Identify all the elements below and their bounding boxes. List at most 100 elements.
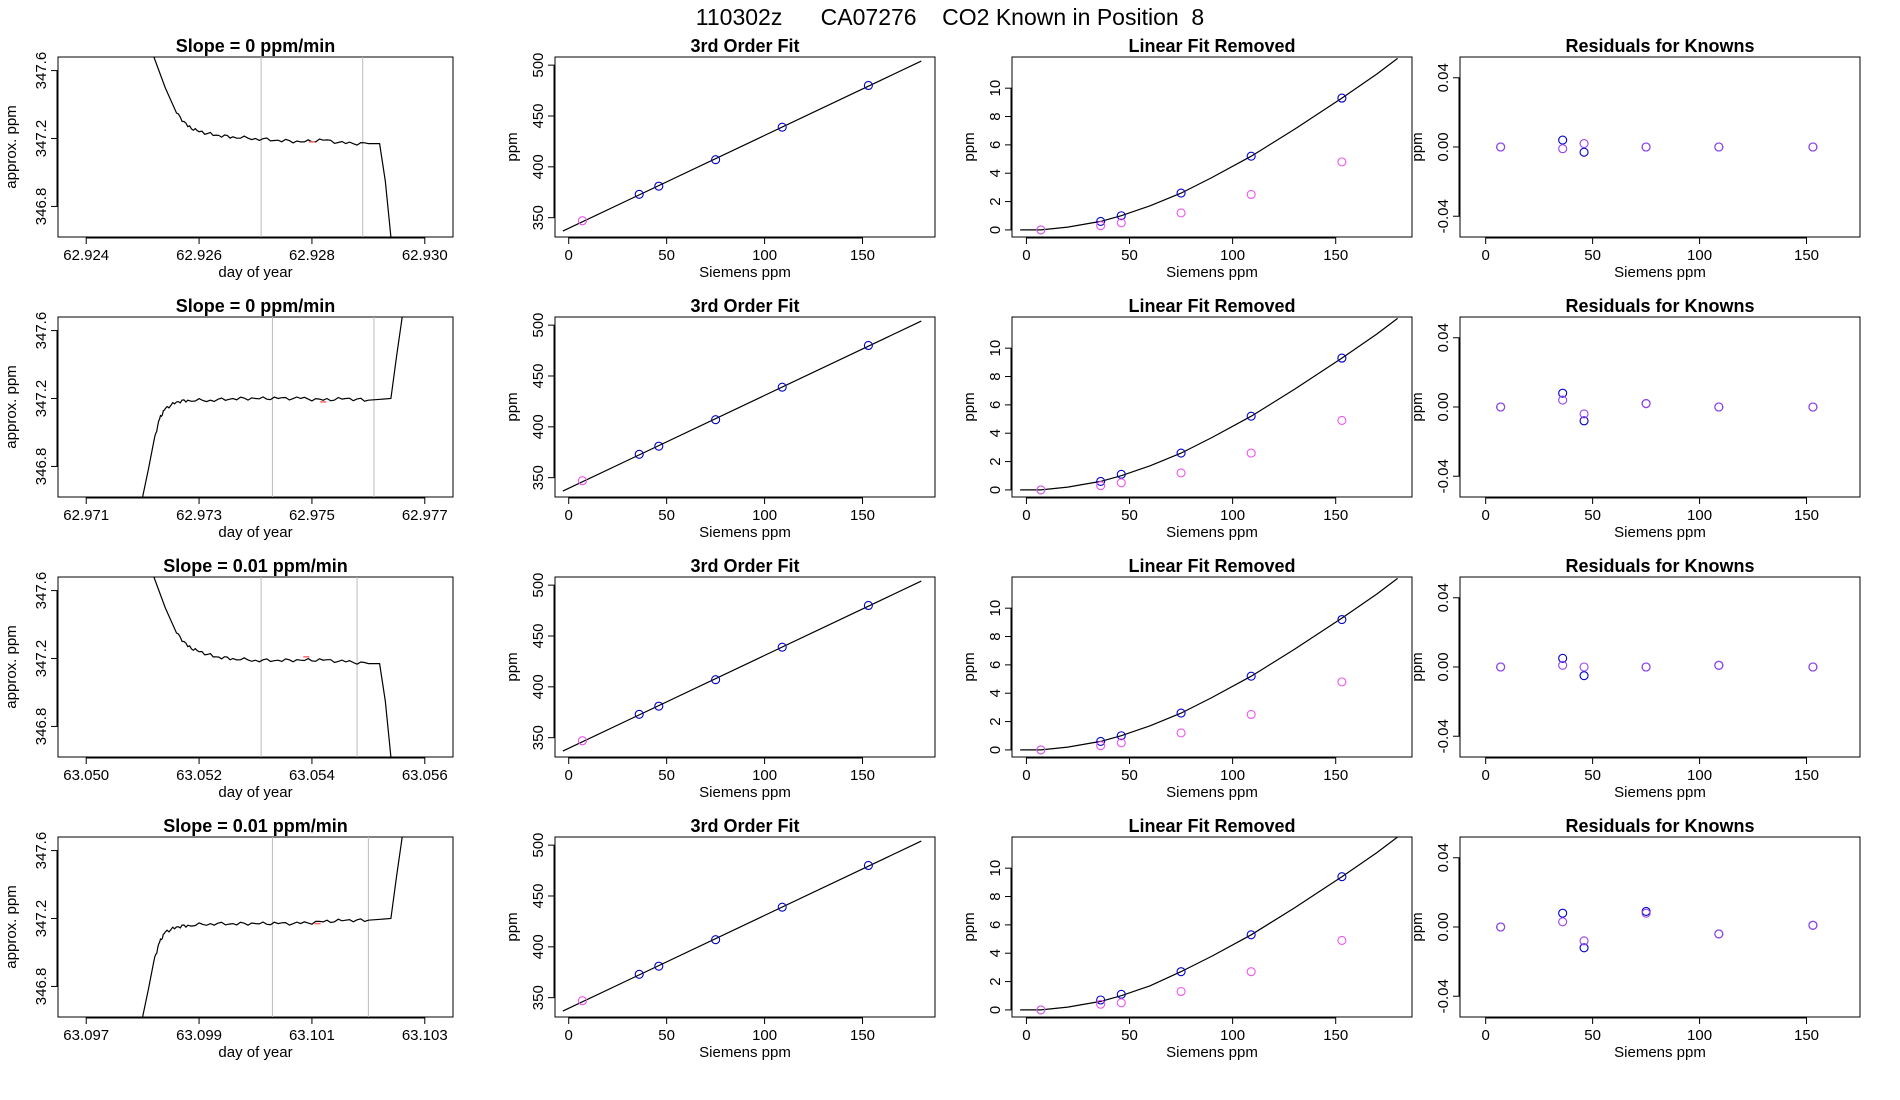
y-tick-label: 0 xyxy=(987,486,1004,494)
chart-panel-r0-c1: 3rd Order Fit 0 50 100 150 Siemens ppm 350 400 4… xyxy=(504,36,936,281)
y-axis-label: ppm xyxy=(1409,912,1426,941)
data-series-line xyxy=(142,317,403,497)
plot-area xyxy=(562,840,922,1012)
x-tick-label: 100 xyxy=(752,1027,777,1044)
x-tick-label: 100 xyxy=(752,507,777,524)
y-tick-label: 346.8 xyxy=(33,708,50,746)
y-tick-label: 400 xyxy=(530,674,547,699)
data-point xyxy=(1176,188,1186,198)
x-tick-label: 150 xyxy=(1794,1027,1819,1044)
x-tick-label: 150 xyxy=(1323,767,1348,784)
data-point xyxy=(1246,448,1256,458)
chart-title: Linear Fit Removed xyxy=(1128,816,1295,836)
chart-title: Linear Fit Removed xyxy=(1128,556,1295,576)
y-tick-label: 6 xyxy=(987,921,1004,929)
data-series-line xyxy=(153,577,392,757)
y-axis-label: ppm xyxy=(1409,132,1426,161)
data-point xyxy=(1176,967,1186,977)
data-point xyxy=(1808,920,1818,930)
x-axis-label: Siemens ppm xyxy=(1166,264,1258,281)
x-tick-label: 150 xyxy=(1794,247,1819,264)
x-axis-label: day of year xyxy=(218,524,292,541)
data-point xyxy=(1808,402,1818,412)
y-tick-label: 346.8 xyxy=(33,968,50,1006)
data-point xyxy=(1337,614,1347,625)
page-title: 110302z CA07276 CO2 Known in Position 8 xyxy=(695,4,1205,30)
data-point xyxy=(1714,142,1724,152)
plot-frame xyxy=(1011,836,1413,1018)
data-point xyxy=(1496,402,1506,412)
y-tick-label: 346.8 xyxy=(33,188,50,226)
plot-frame xyxy=(1011,576,1413,758)
y-axis-label: ppm xyxy=(961,912,978,941)
chart-panel-r2-c2: Linear Fit Removed 0 50 100 150 Siemens ppm 0 2… xyxy=(961,556,1413,801)
plot-area xyxy=(153,577,392,757)
y-axis-label: ppm xyxy=(504,652,521,681)
data-point xyxy=(1337,677,1347,687)
plot-frame xyxy=(57,316,454,498)
data-point xyxy=(1116,731,1126,741)
x-tick-label: 0 xyxy=(565,767,573,784)
x-tick-label: 100 xyxy=(1220,247,1245,264)
data-point xyxy=(1096,999,1106,1009)
y-tick-label: 400 xyxy=(530,154,547,179)
data-point xyxy=(1579,416,1589,426)
x-tick-label: 63.056 xyxy=(402,767,448,784)
y-axis-label: ppm xyxy=(1409,652,1426,681)
data-point xyxy=(577,996,587,1006)
data-point xyxy=(1337,93,1347,103)
data-point xyxy=(577,476,587,486)
y-tick-label: 0 xyxy=(987,226,1004,234)
chart-title: Linear Fit Removed xyxy=(1128,296,1295,316)
plot-frame xyxy=(554,836,936,1018)
y-tick-label: 0.00 xyxy=(1435,652,1452,681)
chart-panel-r0-c0: Slope = 0 ppm/min 62.924 62.926 62.928 62.93… xyxy=(3,36,454,281)
data-point xyxy=(654,961,664,971)
chart-panel-r1-c3: Residuals for Knowns 0 50 100 150 Siemens ppm… xyxy=(1409,296,1861,541)
y-tick-label: 0.00 xyxy=(1435,912,1452,941)
y-axis-label: ppm xyxy=(504,912,521,941)
x-tick-label: 50 xyxy=(1121,247,1138,264)
chart-title: Residuals for Knowns xyxy=(1565,36,1754,56)
fit-curve xyxy=(1020,837,1398,1011)
data-point xyxy=(711,155,721,165)
chart-title: Slope = 0 ppm/min xyxy=(176,296,336,316)
data-point xyxy=(1176,448,1186,458)
fit-curve xyxy=(1020,57,1398,231)
plot-area xyxy=(153,57,392,237)
chart-title: 3rd Order Fit xyxy=(690,556,799,576)
x-tick-label: 100 xyxy=(1220,507,1245,524)
y-tick-label: 0 xyxy=(987,746,1004,754)
data-point xyxy=(1116,998,1126,1008)
chart-panel-r0-c3: Residuals for Knowns 0 50 100 150 Siemens ppm… xyxy=(1409,36,1861,281)
y-axis-label: approx. ppm xyxy=(3,625,20,708)
data-point xyxy=(711,935,721,945)
plot-area xyxy=(1496,906,1818,953)
chart-title: Residuals for Knowns xyxy=(1565,816,1754,836)
x-tick-label: 62.930 xyxy=(402,247,448,264)
data-point xyxy=(1096,216,1106,226)
x-tick-label: 50 xyxy=(1584,767,1601,784)
x-tick-label: 50 xyxy=(658,507,675,524)
plot-area xyxy=(562,320,922,492)
x-tick-label: 63.050 xyxy=(63,767,109,784)
data-point xyxy=(1558,660,1568,670)
x-axis-label: Siemens ppm xyxy=(1614,524,1706,541)
y-tick-label: 4 xyxy=(987,949,1004,957)
data-point xyxy=(1246,189,1256,200)
x-tick-label: 63.101 xyxy=(289,1027,335,1044)
y-axis-label: ppm xyxy=(504,392,521,421)
x-tick-label: 50 xyxy=(1584,507,1601,524)
data-point xyxy=(1714,660,1724,670)
x-tick-label: 0 xyxy=(1022,1027,1030,1044)
data-point xyxy=(1558,135,1568,145)
y-tick-label: 4 xyxy=(987,689,1004,697)
data-point xyxy=(1558,917,1568,927)
x-tick-label: 100 xyxy=(1220,1027,1245,1044)
chart-title: Slope = 0.01 ppm/min xyxy=(163,556,348,576)
plot-frame xyxy=(554,316,936,498)
plot-frame xyxy=(554,56,936,238)
y-tick-label: 500 xyxy=(530,53,547,78)
fit-curve xyxy=(1020,577,1398,751)
y-tick-label: 0.00 xyxy=(1435,392,1452,421)
